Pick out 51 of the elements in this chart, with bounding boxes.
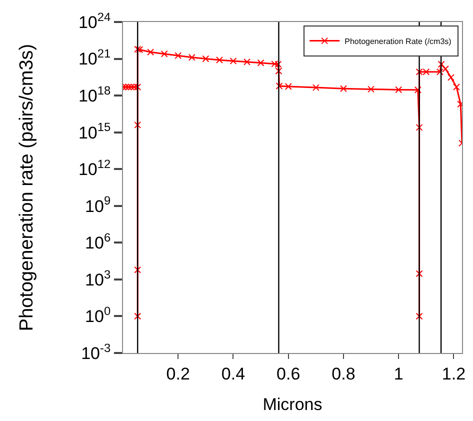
point	[134, 266, 142, 274]
y-tick-label: 10$^{6}$	[85, 230, 111, 253]
point	[188, 54, 196, 61]
point	[275, 68, 282, 75]
point	[416, 270, 423, 278]
legend-label: Photogeneration Rate (/cm3s)	[344, 36, 452, 46]
x-tick-label: 1	[394, 364, 404, 384]
point	[436, 68, 444, 76]
point	[244, 58, 251, 66]
y-tick-label: 10$^{12}$	[78, 156, 111, 180]
point	[368, 86, 375, 93]
y-tick-label: 10$^{3}$	[85, 267, 111, 290]
point	[147, 48, 154, 56]
point	[202, 55, 210, 62]
x-tick-label: 0.8	[332, 364, 356, 384]
point	[160, 50, 168, 58]
point	[271, 60, 278, 68]
point	[416, 124, 423, 131]
x-tick-label: 1.2	[442, 364, 466, 384]
point	[134, 312, 142, 320]
y-tick-label: 10$^{21}$	[78, 46, 111, 69]
y-tick-label: 10$^{24}$	[78, 10, 111, 32]
point	[438, 60, 445, 68]
y-tick-label: 10$^{18}$	[78, 83, 111, 106]
x-axis-title: Microns	[262, 394, 322, 414]
point	[174, 52, 182, 60]
y-tick-label: 10$^{9}$	[85, 194, 111, 216]
point	[447, 74, 454, 81]
point	[134, 121, 142, 128]
y-tick-label: 10$^{-3}$	[81, 340, 111, 363]
x-tick-label: 0.6	[276, 364, 300, 384]
point	[274, 60, 282, 68]
y-axis-title: Photogeneration rate (pairs/cm3s)	[16, 44, 38, 332]
point	[416, 312, 423, 320]
point	[216, 56, 223, 64]
point	[136, 46, 144, 54]
point	[312, 84, 320, 92]
point	[442, 65, 449, 72]
y-tick-label: 10$^{15}$	[78, 120, 111, 142]
point	[134, 46, 142, 53]
x-tick-label: 0.4	[221, 364, 246, 384]
point	[276, 82, 283, 90]
point	[452, 83, 460, 90]
point	[414, 86, 422, 94]
y-tick-label: 10$^{0}$	[85, 304, 111, 326]
point	[257, 59, 264, 66]
point	[284, 82, 292, 90]
point	[230, 57, 237, 64]
x-tick-label: 0.2	[166, 364, 190, 384]
point	[395, 86, 402, 94]
point	[340, 85, 347, 92]
